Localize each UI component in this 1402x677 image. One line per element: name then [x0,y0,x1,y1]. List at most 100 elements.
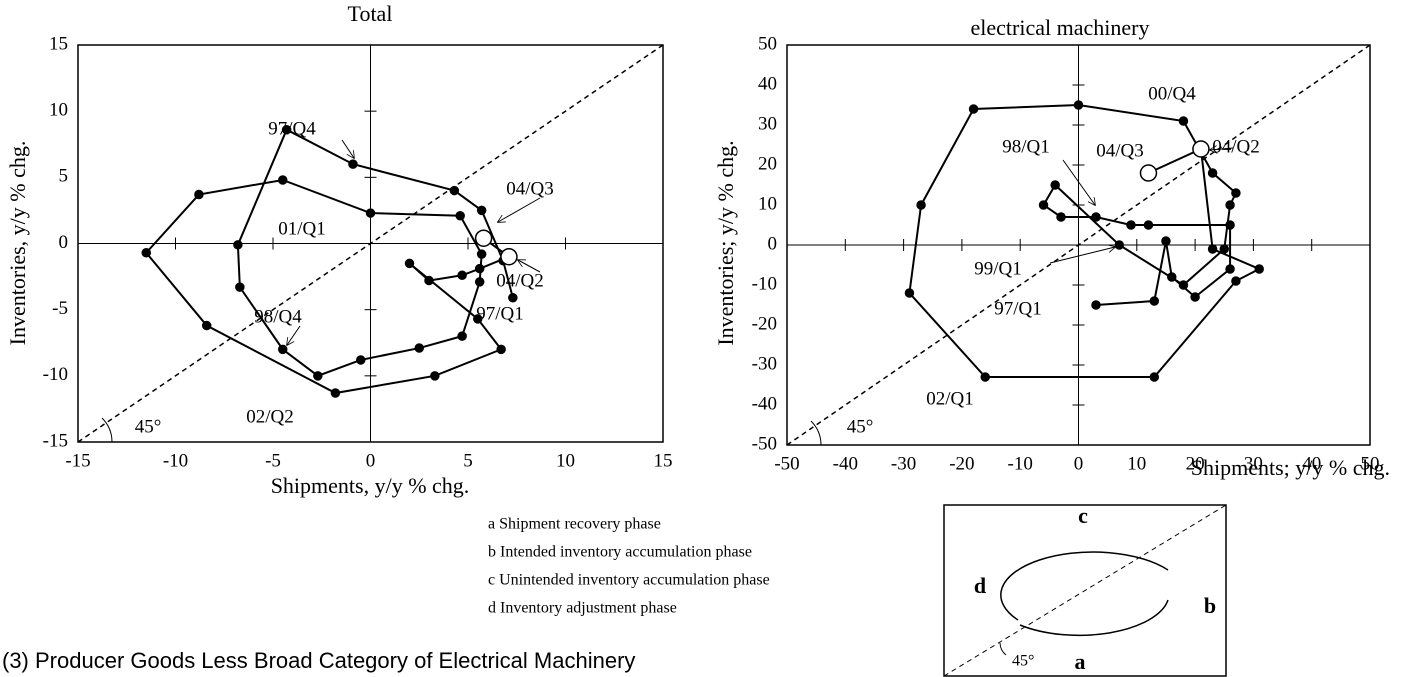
data-point [1167,272,1177,282]
data-point [457,331,467,341]
data-point [473,314,483,324]
data-point [141,248,151,258]
data-point [348,159,358,169]
data-point [1192,140,1210,158]
data-point [476,249,487,259]
angle-arc [810,420,822,446]
data-point [365,208,376,218]
data-point [356,355,366,365]
data-point [474,277,485,287]
data-point [1149,296,1160,306]
x-tick-label: 10 [1127,453,1146,474]
data-point [1207,168,1218,178]
data-point [281,124,292,135]
annotation: 99/Q1 [974,258,1022,279]
data-point [1190,292,1200,302]
y-tick-label: -30 [752,353,777,374]
data-point [313,371,323,381]
x-tick-label: 0 [1074,453,1084,474]
annotation-arrow [1049,247,1115,264]
annotation-arrow [498,197,541,222]
y-tick-label: 50 [758,33,777,54]
data-point [201,320,212,331]
x-tick-label: -20 [949,453,974,474]
y-tick-label: 5 [59,166,69,187]
annotation: 01/Q1 [278,218,326,239]
y-axis-label: Inventories; y/y % chg. [713,140,738,345]
data-point [1219,244,1229,254]
data-point [980,372,990,382]
data-point [1139,164,1158,182]
y-tick-label: -50 [752,433,777,454]
data-point [1161,236,1171,246]
data-point [1231,188,1241,198]
phase-label: d [974,573,986,598]
x-tick-label: 50 [1361,453,1380,474]
angle-arc [101,417,113,443]
data-point [194,189,204,200]
annotation: 97/Q1 [994,298,1042,319]
phase-diagram: c d b a 45° [943,503,1227,677]
annotation: 02/Q2 [246,406,294,427]
phase-label: c [1078,503,1088,528]
x-tick-label: 5 [463,450,473,471]
data-point [1149,372,1160,382]
data-point [1114,240,1125,250]
y-tick-label: -10 [43,364,68,385]
chart-title: electrical machinery [971,15,1150,40]
annotation: 04/Q2 [1212,136,1260,157]
annotation: 04/Q3 [506,178,554,199]
x-tick-label: 0 [366,450,376,471]
x-axis-label: Shipments; y/y % chg. [1191,455,1390,480]
annotation: 97/Q4 [268,118,316,139]
data-point [235,282,245,292]
data-point [449,185,460,196]
x-tick-label: -50 [774,453,799,474]
note: c Unintended inventory accumulation phas… [488,572,770,589]
y-tick-label: 30 [758,113,777,134]
data-point [1091,212,1101,222]
annotation: 45° [847,416,874,437]
y-tick-label: 10 [49,100,68,121]
data-point [1091,300,1101,310]
x-tick-label: -40 [833,453,858,474]
data-point [1207,244,1218,254]
annotation-arrow [1062,159,1095,205]
annotation: 97/Q1 [476,303,524,324]
y-tick-label: 0 [768,233,778,254]
y-tick-label: 20 [758,153,777,174]
x-tick-label: -30 [891,453,916,474]
data-point [1038,200,1049,210]
data-point [1225,264,1235,274]
phase-label: a [1075,649,1086,674]
annotation: 00/Q4 [1148,83,1196,104]
data-point [1143,220,1154,230]
data-point [476,205,487,216]
note: b Intended inventory accumulation phase [488,544,752,561]
phase-label: b [1204,593,1216,618]
x-tick-label: -5 [265,450,281,471]
y-axis-label: Inventories, y/y % chg. [5,141,30,346]
x-axis-label: Shipments, y/y % chg. [271,473,470,498]
data-point [457,270,467,281]
chart-title: Total [348,1,393,26]
annotation-arrow [518,260,541,273]
data-point [1231,276,1241,286]
y-tick-label: -15 [43,430,68,451]
annotation: 02/Q1 [926,388,974,409]
y-tick-label: -20 [752,313,777,334]
data-point [1254,264,1264,274]
x-tick-label: 20 [1186,453,1205,474]
data-point [1126,220,1136,230]
annotation: 04/Q2 [496,270,544,291]
note: a Shipment recovery phase [488,516,661,533]
data-point [916,200,926,210]
data-point [278,175,288,185]
annotation: 98/Q4 [254,306,302,327]
data-point [278,344,288,355]
data-point [904,288,915,298]
data-point [233,240,243,250]
data-point [455,210,465,221]
data-point [330,388,341,398]
